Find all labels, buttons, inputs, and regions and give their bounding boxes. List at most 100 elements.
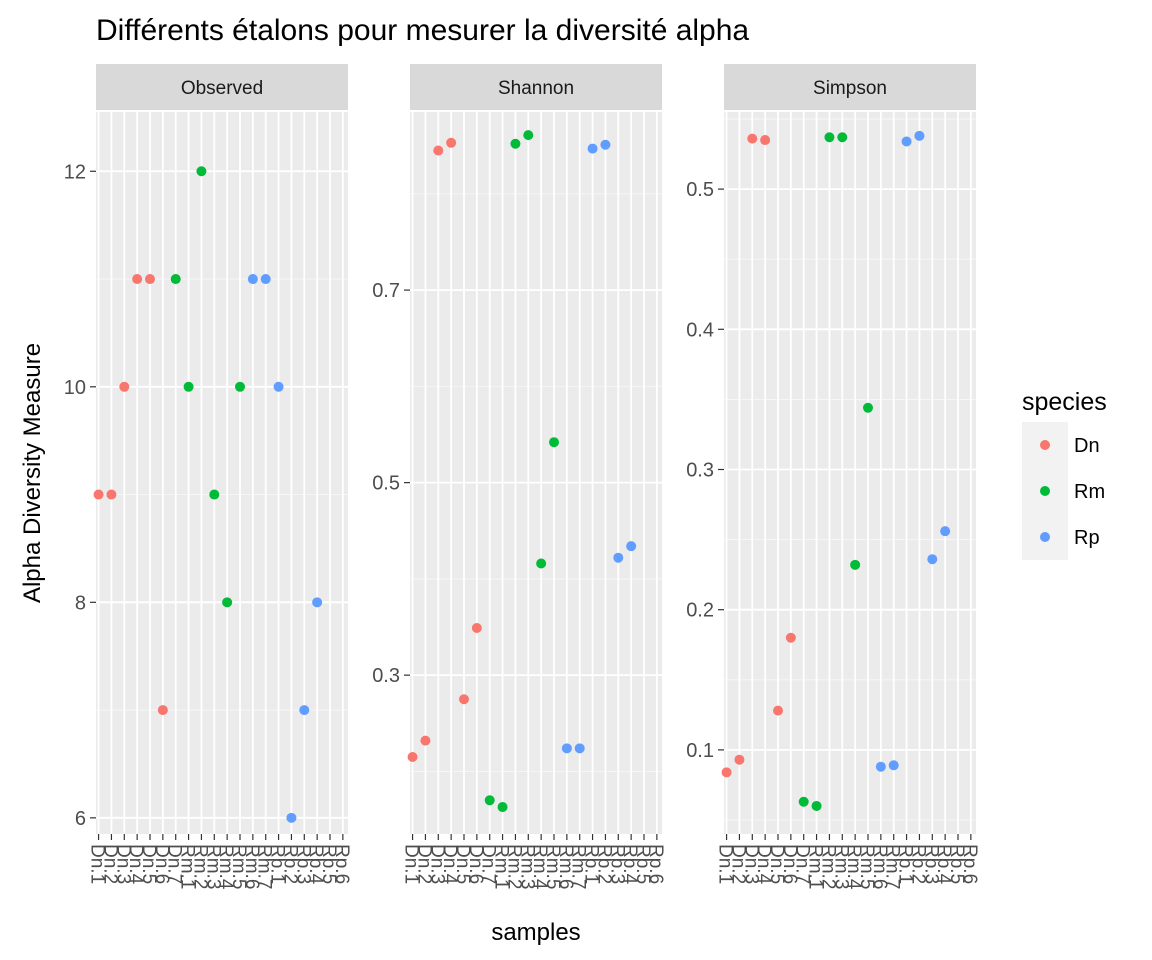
legend-label: Rp (1074, 527, 1100, 549)
legend-marker-dn (1040, 440, 1050, 450)
x-tick-label: Rp.3 (920, 844, 941, 884)
x-tick-label: Rm.4 (529, 844, 550, 890)
facet-panel-shannon: Shannon 0.3 0.5 0.7 Dn.1Dn.2Dn.3Dn.4Dn.5Dn.6… (372, 64, 666, 890)
plot-background (410, 112, 662, 834)
data-point-rp (600, 139, 611, 150)
x-tick-label: Rm.6 (555, 844, 576, 889)
data-point-rm (497, 802, 508, 813)
data-point-dn (760, 135, 771, 146)
x-tick-label: Dn.7 (478, 844, 499, 884)
facet-strip-label: Simpson (813, 78, 887, 99)
data-point-rp (299, 705, 310, 716)
x-tick-label: Rm.2 (817, 844, 838, 889)
x-tick-label: Dn.6 (779, 844, 800, 884)
data-point-rp (875, 761, 886, 772)
facet-panel-observed: Observed 6 8 10 12 Dn.1Dn.2Dn.3Dn.4Dn.5Dn.6Dn… (64, 64, 352, 890)
data-point-dn (459, 694, 469, 705)
data-point-rp (613, 552, 624, 563)
x-tick-label: Rp.3 (292, 844, 313, 884)
y-tick-label: 0.2 (686, 600, 714, 622)
x-tick-label: Rm.1 (177, 844, 198, 889)
x-tick-label: Rm.6 (869, 844, 890, 889)
data-point-dn (119, 381, 130, 392)
x-tick-label: Dn.3 (112, 844, 133, 884)
data-point-rp (247, 274, 258, 285)
data-point-dn (93, 489, 104, 500)
data-point-rm (235, 381, 245, 392)
data-point-dn (407, 751, 418, 762)
x-tick-label: Rm.7 (254, 844, 275, 889)
x-tick-label: Rm.4 (215, 844, 236, 890)
plot-background (724, 112, 976, 834)
x-tick-label: Rm.6 (241, 844, 262, 889)
x-tick-label: Dn.4 (439, 844, 460, 885)
x-tick-label: Rp.4 (619, 844, 640, 885)
legend-marker-rm (1040, 486, 1050, 496)
x-tick-label: Dn.5 (766, 844, 787, 884)
x-tick-label: Rp.5 (318, 844, 339, 884)
x-tick-label: Rp.6 (645, 844, 666, 884)
legend-label: Rm (1074, 481, 1105, 503)
data-point-dn (132, 274, 143, 285)
data-point-rm (196, 166, 207, 177)
x-tick-label: Rm.2 (503, 844, 524, 889)
data-point-rm (549, 437, 559, 448)
legend-marker-rp (1040, 532, 1050, 542)
y-tick-label: 0.3 (686, 459, 714, 481)
y-tick-label: 12 (64, 161, 86, 183)
y-tick-label: 0.1 (686, 740, 714, 762)
x-tick-label: Dn.2 (413, 844, 434, 884)
data-point-dn (785, 632, 796, 643)
facet-strip-label: Observed (181, 78, 263, 99)
data-point-rp (927, 554, 938, 565)
x-tick-label: Dn.7 (792, 844, 813, 884)
data-point-rp (587, 143, 598, 154)
x-tick-label: Rp.1 (581, 844, 602, 884)
facet-strip (410, 64, 662, 110)
data-point-rm (523, 130, 534, 141)
data-point-rm (837, 132, 848, 143)
x-tick-label: Rp.4 (933, 844, 954, 885)
chart-title: Différents étalons pour mesurer la diver… (96, 14, 749, 47)
data-point-dn (773, 705, 783, 716)
x-tick-label: Rp.4 (305, 844, 326, 885)
y-tick-label: 6 (75, 808, 86, 830)
data-point-dn (747, 133, 758, 144)
x-tick-label: Rp.1 (267, 844, 288, 884)
data-point-rm (850, 559, 861, 570)
x-tick-label: Rp.5 (632, 844, 653, 884)
data-point-rp (286, 812, 297, 823)
x-tick-label: Rp.6 (959, 844, 980, 884)
x-tick-label: Rp.2 (279, 844, 300, 884)
y-tick-label: 0.5 (686, 179, 714, 201)
x-tick-label: Rm.7 (568, 844, 589, 889)
data-point-rp (888, 760, 899, 771)
data-point-rp (914, 130, 925, 141)
x-tick-label: Dn.6 (465, 844, 486, 884)
data-point-rp (901, 136, 912, 147)
x-tick-label: Dn.2 (99, 844, 120, 884)
data-point-dn (106, 489, 117, 500)
x-tick-label: Rm.5 (542, 844, 563, 889)
data-point-dn (734, 754, 745, 765)
plot-background (96, 112, 348, 834)
facet-panels: Observed681012Dn.1Dn.2Dn.3Dn.4Dn.5Dn.6Dn… (64, 64, 980, 890)
x-tick-label: Dn.3 (426, 844, 447, 884)
x-tick-label: Rm.3 (516, 844, 537, 889)
x-tick-label: Rm.3 (202, 844, 223, 889)
data-point-rm (209, 489, 220, 500)
legend: species Dn Rm Rp (1022, 388, 1107, 560)
x-tick-label: Rm.5 (856, 844, 877, 889)
data-point-dn (471, 622, 482, 633)
x-tick-label: Rm.1 (491, 844, 512, 889)
x-tick-label: Dn.2 (727, 844, 748, 884)
data-point-rp (561, 743, 572, 754)
x-tick-label: Rm.2 (189, 844, 210, 889)
x-tick-label: Dn.3 (740, 844, 761, 884)
data-point-dn (145, 274, 155, 285)
data-point-rp (312, 597, 323, 608)
y-tick-label: 0.3 (372, 665, 400, 687)
data-point-rp (260, 274, 271, 285)
x-axis-title: samples (491, 919, 580, 946)
